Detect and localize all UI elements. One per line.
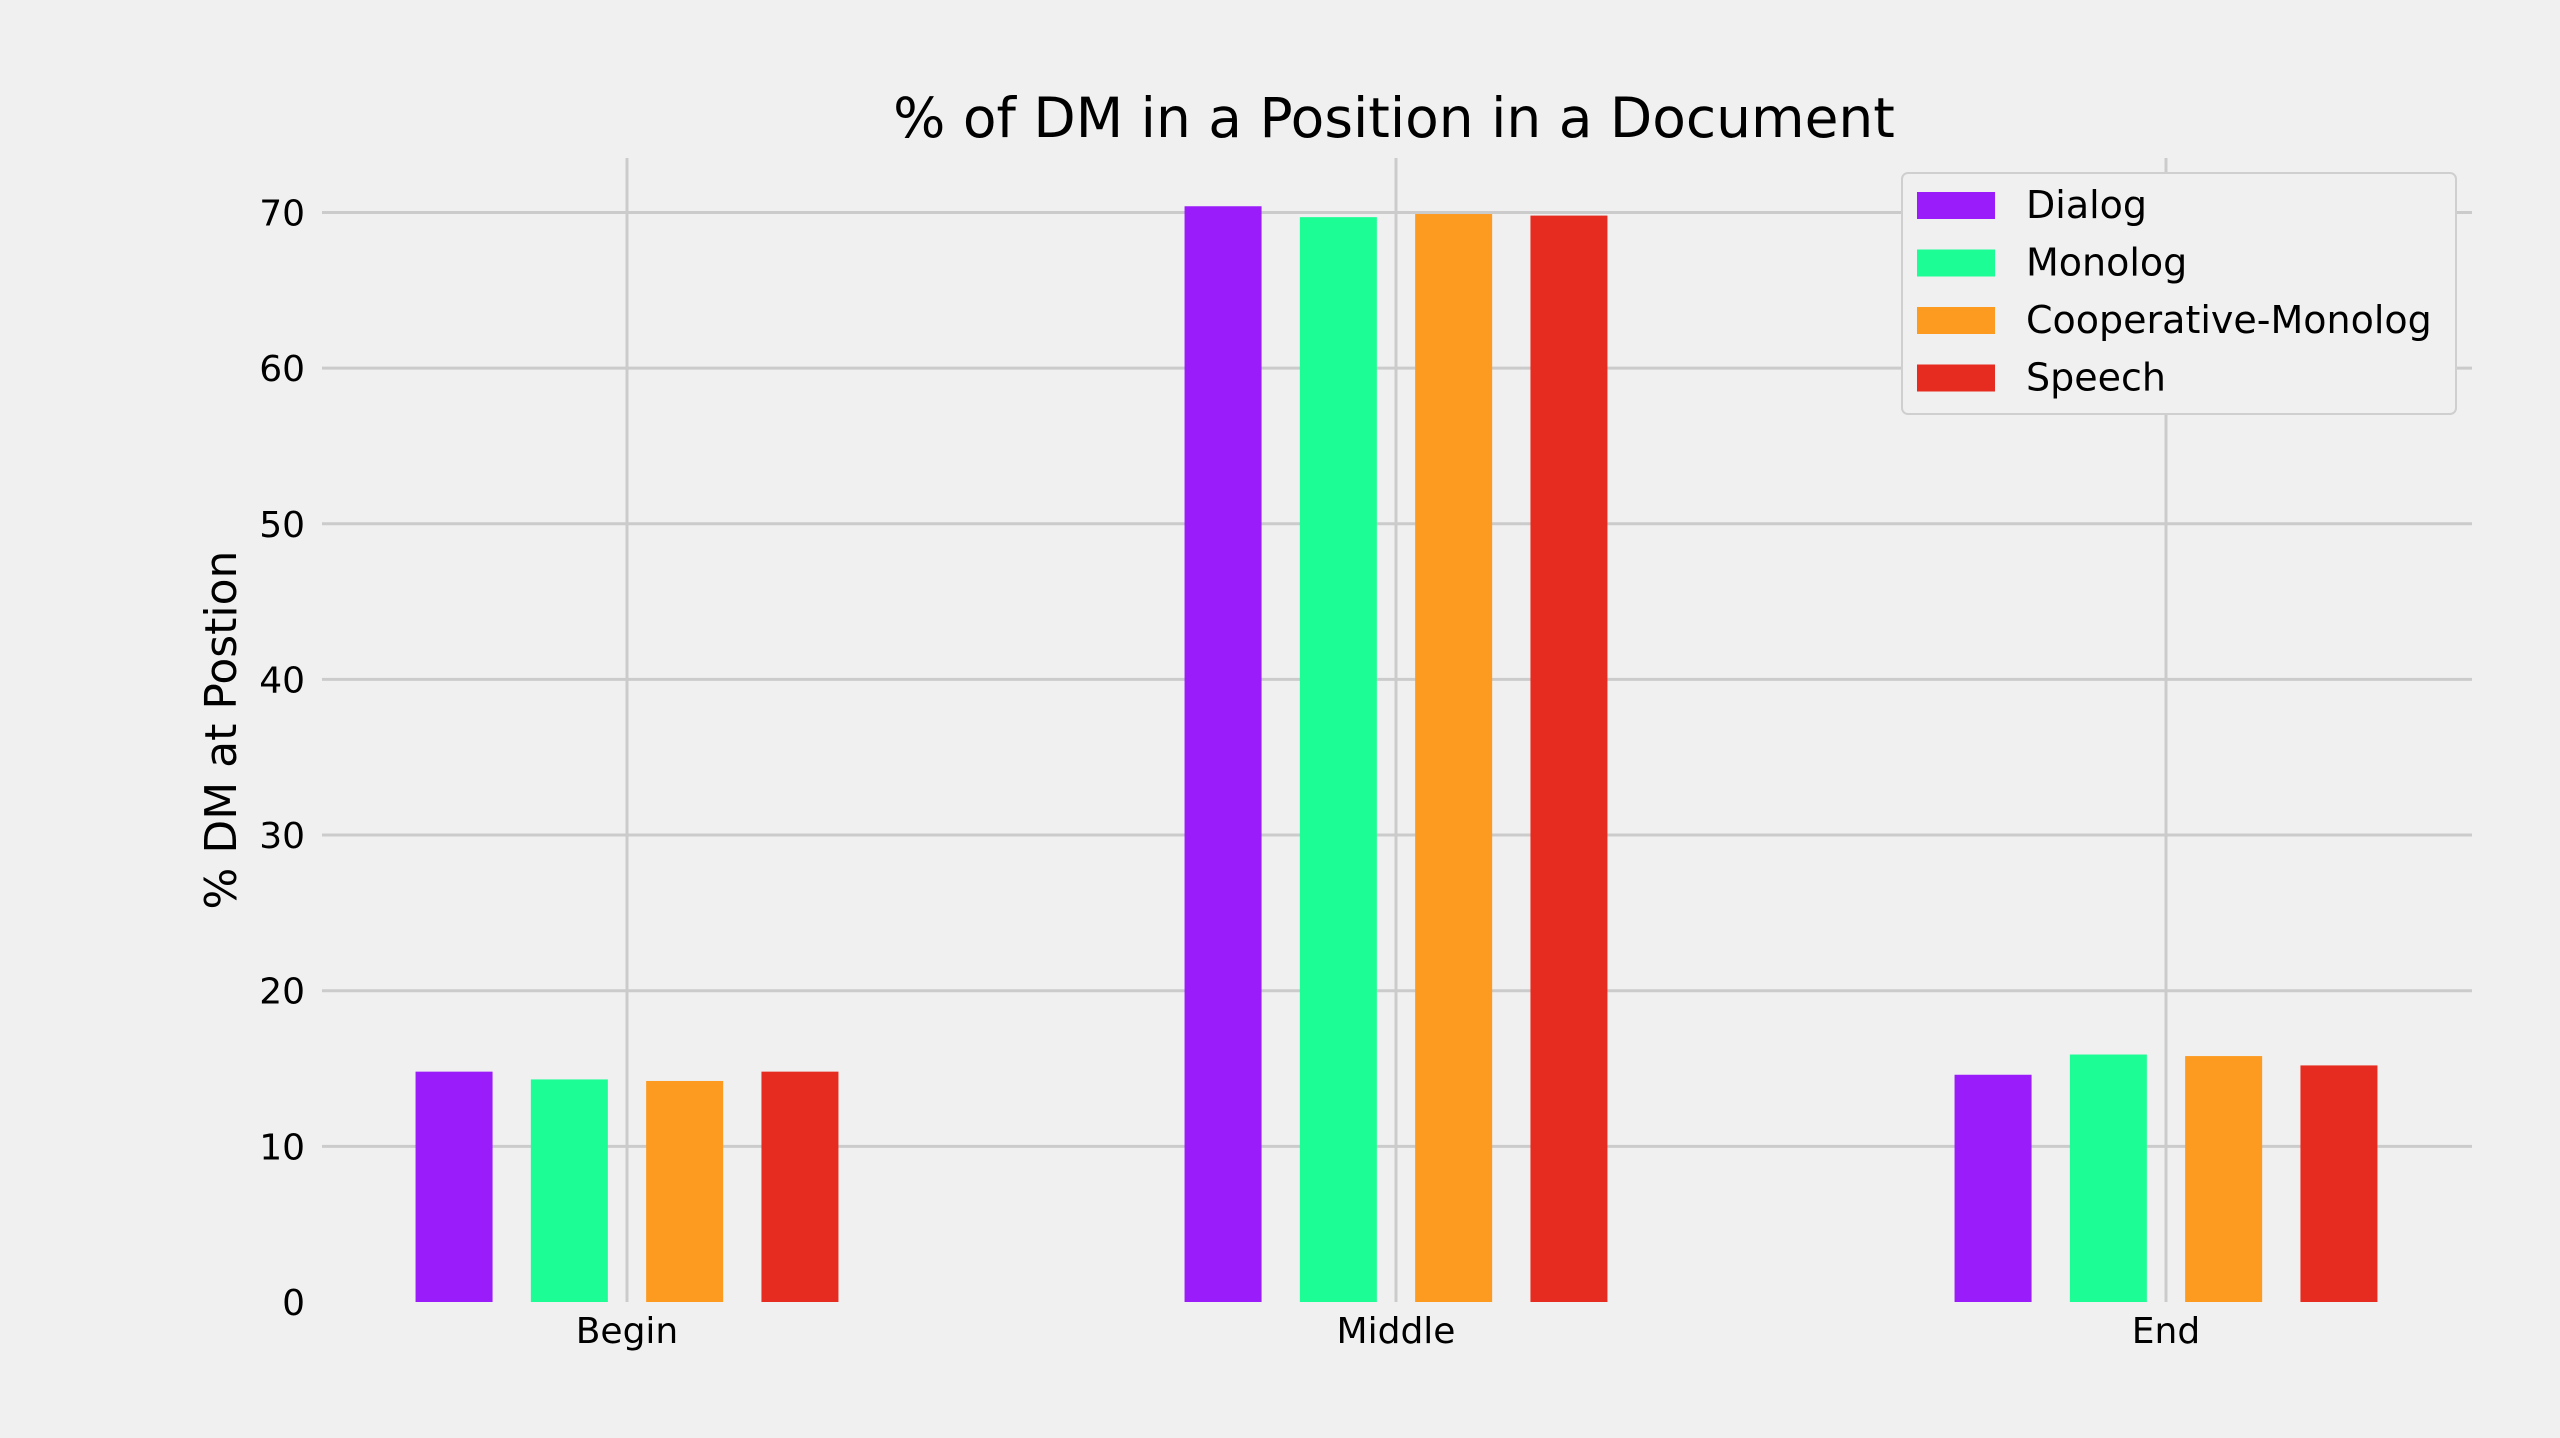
bar-monolog-middle (1299, 217, 1377, 1302)
legend-label: Dialog (2026, 183, 2147, 227)
bar-dialog-middle (1184, 206, 1262, 1302)
bar-speech-begin (761, 1071, 839, 1302)
y-tick-label: 50 (259, 505, 305, 546)
x-tick-labels: Begin Middle End (576, 1311, 2200, 1352)
legend-swatch-dialog (1917, 192, 1995, 219)
bar-monolog-end (2069, 1054, 2147, 1302)
chart-title: % of DM in a Position in a Document (893, 86, 1895, 150)
y-tick-label: 10 (259, 1127, 305, 1168)
legend-swatch-speech (1917, 364, 1995, 392)
bar-cooperative-monolog-begin (646, 1080, 724, 1302)
grid-lines (322, 158, 2472, 1302)
y-tick-label: 30 (259, 816, 305, 857)
y-tick-label: 70 (259, 193, 305, 234)
bars (415, 206, 2378, 1302)
y-axis-label: % DM at Postion (196, 551, 247, 910)
x-tick-label: Begin (576, 1311, 679, 1352)
x-tick-label: Middle (1337, 1311, 1456, 1352)
bar-dialog-begin (415, 1071, 493, 1302)
legend-label: Speech (2026, 356, 2166, 400)
legend-swatch-monolog (1917, 249, 1995, 277)
y-tick-label: 0 (282, 1283, 305, 1324)
bar-cooperative-monolog-middle (1415, 214, 1493, 1302)
y-tick-labels: 0 10 20 30 40 50 60 70 (259, 193, 305, 1324)
bar-monolog-begin (530, 1079, 608, 1302)
y-tick-label: 60 (259, 349, 305, 390)
bar-speech-middle (1530, 215, 1608, 1302)
legend-label: Monolog (2026, 241, 2187, 285)
bar-cooperative-monolog-end (2185, 1056, 2263, 1302)
bar-dialog-end (1954, 1074, 2032, 1302)
legend-swatch-cooperative-monolog (1917, 307, 1995, 334)
x-tick-label: End (2132, 1311, 2200, 1352)
y-tick-label: 40 (259, 660, 305, 701)
bar-speech-end (2300, 1065, 2378, 1302)
legend-frame (1901, 172, 2457, 415)
legend: Dialog Monolog Cooperative-Monolog Speech (1901, 172, 2457, 415)
legend-label: Cooperative-Monolog (2026, 298, 2432, 342)
y-tick-label: 20 (259, 972, 305, 1013)
